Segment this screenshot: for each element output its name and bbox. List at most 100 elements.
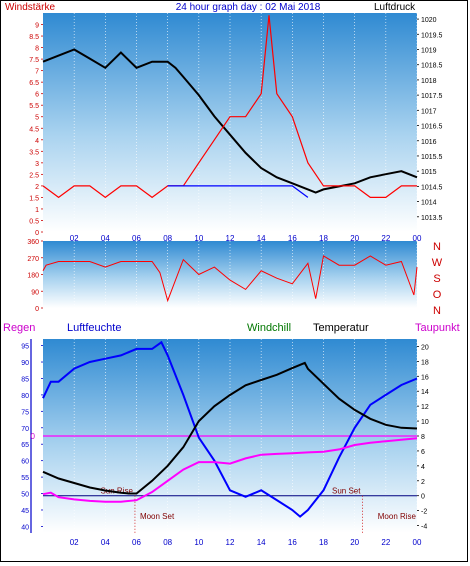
y-right-tick-label: 12 — [421, 404, 429, 411]
y-right-tick-label: 1016 — [421, 139, 437, 146]
y-right-tick-label: 20 — [421, 344, 429, 351]
y-left-tick-label: 6 — [35, 92, 39, 99]
y-right-tick-label: 8 — [421, 434, 425, 441]
y-left-tick-label: 85 — [21, 376, 29, 383]
y-left-tick-label: 95 — [21, 344, 29, 351]
wind-y-left-axis: 0 0.5 1 1.5 2 2.5 3 3.5 4 4.5 5 5.5 6 6.5 7 7.5 8 8.5 9 — [29, 23, 43, 237]
x-tick-label: 14 — [257, 234, 266, 243]
x-tick-label: 06 — [132, 538, 141, 547]
x-tick-label: 14 — [257, 538, 266, 547]
x-tick-label: 18 — [319, 234, 328, 243]
y-left-tick-label: 2.5 — [29, 172, 39, 179]
y-right-tick-label: 16 — [421, 374, 429, 381]
direction-y-axis: 0 90 180 270 360 — [27, 239, 43, 313]
luftdruck-label: Luftdruck — [374, 2, 416, 13]
x-tick-label: 20 — [350, 234, 359, 243]
y-left-tick-label: 45 — [21, 508, 29, 515]
series-luftfeuchte-line — [42, 340, 418, 518]
x-tick-label: 18 — [319, 538, 328, 547]
y-left-tick-label: 4.5 — [29, 126, 39, 133]
y-left-tick-label: 50 — [21, 492, 29, 499]
sun-set-label: Sun Set — [332, 487, 361, 496]
y-right-tick-label: 1020 — [421, 17, 437, 24]
y-left-tick-label: 6.5 — [29, 80, 39, 87]
x-tick-label: 02 — [70, 538, 79, 547]
series-taupunkt-line — [42, 437, 418, 503]
regen-label: Regen — [3, 322, 35, 334]
panel-wind-pressure: 24 hour graph day : 02 Mai 2018 Windstär… — [5, 2, 443, 243]
windstaerke-label: Windstärke — [5, 2, 55, 13]
y-tick-label: 0 — [35, 306, 39, 313]
y-left-tick-label: 70 — [21, 426, 29, 433]
y-right-tick-label: 1017.5 — [421, 93, 443, 100]
y-right-tick-label: 0 — [421, 494, 425, 501]
x-tick-label: 08 — [163, 234, 172, 243]
y-left-tick-label: 8.5 — [29, 34, 39, 41]
humidity-y-left-axis: 40 45 50 55 60 65 70 75 80 85 90 95 — [21, 339, 43, 533]
y-left-tick-label: 7.5 — [29, 57, 39, 64]
y-left-tick-label: 80 — [21, 393, 29, 400]
chart-title: 24 hour graph day : 02 Mai 2018 — [176, 2, 321, 13]
windchill-label: Windchill — [247, 322, 291, 334]
y-left-tick-label: 1.5 — [29, 195, 39, 202]
x-tick-label: 20 — [350, 538, 359, 547]
y-right-tick-label: 1014 — [421, 200, 437, 207]
x-tick-label: 12 — [226, 234, 235, 243]
y-right-tick-label: 2 — [421, 479, 425, 486]
y-right-tick-label: 18 — [421, 359, 429, 366]
y-right-tick-label: 1017 — [421, 108, 437, 115]
y-left-tick-label: 60 — [21, 459, 29, 466]
y-left-tick-label: 0 — [35, 230, 39, 237]
compass-label: N — [433, 305, 441, 317]
series-temperatur-line — [42, 361, 418, 495]
temp-series — [42, 340, 418, 518]
y-left-tick-label: 2 — [35, 184, 39, 191]
y-left-tick-label: 3.5 — [29, 149, 39, 156]
y-left-tick-label: 9 — [35, 23, 39, 30]
x-tick-label: 08 — [163, 538, 172, 547]
y-right-tick-label: 1013.5 — [421, 215, 443, 222]
y-left-tick-label: 0.5 — [29, 218, 39, 225]
y-left-tick-label: 55 — [21, 475, 29, 482]
compass-label: N — [433, 241, 441, 253]
x-tick-label: 12 — [226, 538, 235, 547]
y-right-tick-label: 1019 — [421, 48, 437, 55]
pressure-y-right-axis: 1013.5 1014 1014.5 1015 1015.5 1016 1016.5 1017… — [417, 17, 443, 222]
y-right-tick-label: -2 — [421, 509, 427, 516]
y-right-tick-label: 1015.5 — [421, 154, 443, 161]
compass-label: O — [433, 289, 442, 301]
y-left-tick-label: 75 — [21, 409, 29, 416]
panel-temp-humidity: Regen Luftfeuchte Windchill Temperatur T… — [3, 322, 460, 547]
x-tick-label: 04 — [101, 538, 110, 547]
x-tick-label: 02 — [70, 234, 79, 243]
y-right-tick-label: -4 — [421, 524, 427, 531]
y-right-tick-label: 1018 — [421, 78, 437, 85]
y-left-tick-label: 5 — [35, 115, 39, 122]
y-left-tick-label: 8 — [35, 46, 39, 53]
compass-label: S — [433, 273, 440, 285]
x-tick-label: 16 — [288, 234, 297, 243]
temperature-y-right-axis: -4 -2 0 2 4 6 8 10 12 14 16 18 20 — [417, 344, 429, 531]
y-right-tick-label: 1019.5 — [421, 32, 443, 39]
y-tick-label: 270 — [27, 256, 39, 263]
series-luftdruck-line — [42, 48, 418, 194]
series-windst-rke-b-en-line — [42, 15, 417, 199]
taupunkt-label: Taupunkt — [415, 322, 460, 334]
moon-rise-label: Moon Rise — [378, 512, 417, 521]
y-tick-label: 90 — [31, 289, 39, 296]
series-windrichtung-line — [42, 255, 418, 303]
y-right-tick-label: 1018.5 — [421, 63, 443, 70]
x-tick-label: 00 — [413, 538, 422, 547]
x-tick-label: 10 — [194, 538, 203, 547]
y-left-tick-label: 90 — [21, 360, 29, 367]
luftfeuchte-label: Luftfeuchte — [67, 322, 121, 334]
y-left-tick-label: 5.5 — [29, 103, 39, 110]
regen-value-label: 0 — [31, 432, 36, 441]
x-tick-label: 00 — [413, 234, 422, 243]
y-left-tick-label: 7 — [35, 69, 39, 76]
x-tick-label: 22 — [381, 538, 390, 547]
y-right-tick-label: 1016.5 — [421, 124, 443, 131]
